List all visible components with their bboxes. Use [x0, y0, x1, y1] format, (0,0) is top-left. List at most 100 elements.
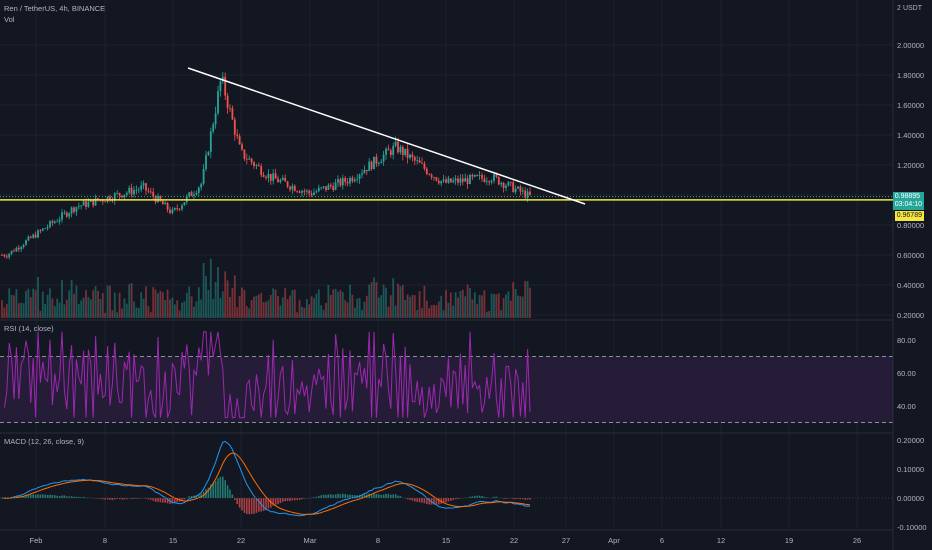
candle-body: [339, 179, 342, 186]
volume-bar: [351, 294, 354, 318]
candle-body: [116, 192, 119, 194]
candle-body: [8, 253, 11, 258]
volume-bar: [497, 293, 500, 318]
macd-histogram-bar: [474, 495, 476, 498]
macd-histogram-bar: [382, 494, 385, 498]
volume-bar: [502, 298, 505, 318]
macd-histogram-bar: [505, 498, 507, 499]
volume-bar: [289, 295, 291, 318]
candle-body: [214, 113, 217, 125]
volume-bar: [519, 296, 522, 318]
macd-histogram-bar: [162, 498, 164, 503]
trendline[interactable]: [187, 67, 586, 205]
macd-histogram-bar: [44, 494, 46, 498]
volume-bar: [219, 297, 222, 318]
volume-bar: [370, 282, 373, 318]
macd-histogram-bar: [181, 498, 183, 501]
macd-histogram-bar: [298, 498, 301, 500]
macd-histogram-bar: [97, 498, 99, 499]
volume-bar: [154, 289, 157, 318]
time-axis[interactable]: Feb 8 15 22 Mar 8 15 22 27 Apr 6 12 19 26: [30, 536, 862, 545]
macd-histogram-bar: [111, 498, 114, 501]
volume-bar: [377, 297, 380, 318]
time-tick-label: Apr: [608, 536, 620, 545]
macd-histogram-bar: [346, 494, 349, 498]
candle-body: [257, 165, 260, 167]
volume-bar: [63, 304, 66, 318]
price-axis[interactable]: 2.00000 1.80000 1.60000 1.40000 1.20000 0.800…: [897, 41, 924, 320]
volume-bar: [466, 284, 469, 318]
candle-body: [161, 200, 164, 205]
volume-bar: [358, 298, 361, 318]
candle-body: [118, 192, 121, 196]
macd-histogram-bar: [310, 497, 313, 499]
volume-bar: [406, 294, 409, 318]
candle-body: [507, 182, 510, 186]
macd-tick-label: -0.10000: [897, 523, 927, 532]
macd-histogram-bar: [262, 498, 265, 511]
rsi-tick-label: 40.00: [897, 402, 916, 411]
candle-body: [286, 181, 289, 187]
candle-body: [46, 226, 49, 229]
macd-histogram-bar: [291, 498, 294, 501]
macd-histogram-bar: [418, 498, 421, 503]
volume-bar: [229, 296, 231, 318]
time-tick-label: 8: [103, 536, 107, 545]
candle-body: [3, 255, 6, 257]
time-tick-label: 19: [785, 536, 793, 545]
volume-bar: [85, 289, 87, 318]
candle-body: [219, 81, 222, 92]
volume-bar: [5, 303, 8, 318]
candle-body: [267, 173, 270, 178]
time-tick-label: 15: [169, 536, 177, 545]
candle-body: [109, 196, 111, 201]
candle-body: [262, 175, 265, 177]
macd-histogram-bar: [207, 487, 210, 498]
price-tick-label: 0.40000: [897, 281, 924, 290]
candle-body: [92, 199, 95, 206]
volume-bar: [49, 288, 51, 318]
candle-body: [269, 173, 272, 181]
scale-toggle[interactable]: 2: [897, 5, 901, 12]
macd-histogram-bar: [507, 498, 510, 499]
volume-bar: [459, 290, 462, 318]
candle-body: [495, 174, 498, 177]
candle-body: [349, 177, 351, 184]
volume-bar: [401, 284, 404, 318]
candle-body: [149, 191, 152, 193]
macd-axis[interactable]: 0.20000 0.10000 0.00000 -0.10000: [897, 436, 927, 532]
candle-body: [440, 180, 443, 184]
candle-body: [130, 187, 133, 195]
macd-histogram-bar: [190, 495, 193, 498]
volume-bar: [445, 290, 447, 318]
volume-bar: [255, 295, 258, 318]
volume-bar: [329, 294, 332, 318]
candle-body: [1, 255, 3, 256]
candle-body: [524, 190, 527, 198]
price-tick-label: 0.80000: [897, 221, 924, 230]
candle-body: [188, 192, 191, 197]
candle-body: [238, 136, 241, 145]
candle-body: [353, 179, 356, 182]
macd-histogram-bar: [332, 494, 334, 498]
candle-body: [442, 179, 445, 181]
candle-body: [375, 156, 378, 164]
candle-body: [284, 177, 287, 182]
volume-bar: [20, 302, 23, 318]
volume-bar: [106, 285, 109, 318]
volume-bar: [452, 305, 455, 318]
volume-bar: [56, 298, 59, 318]
volume-bar: [178, 310, 181, 318]
macd-histogram-bar: [339, 494, 342, 498]
volume-bar: [322, 309, 325, 318]
currency-label[interactable]: 2 USDT: [897, 5, 922, 12]
rsi-axis[interactable]: 80.00 60.00 40.00: [897, 336, 916, 411]
candle-body: [308, 190, 311, 194]
volume-bar: [277, 295, 279, 318]
candle-body: [505, 185, 507, 188]
macd-histogram-bar: [135, 498, 138, 499]
macd-histogram-bar: [322, 494, 325, 498]
volume-bar: [44, 303, 47, 318]
candle-body: [466, 178, 469, 185]
